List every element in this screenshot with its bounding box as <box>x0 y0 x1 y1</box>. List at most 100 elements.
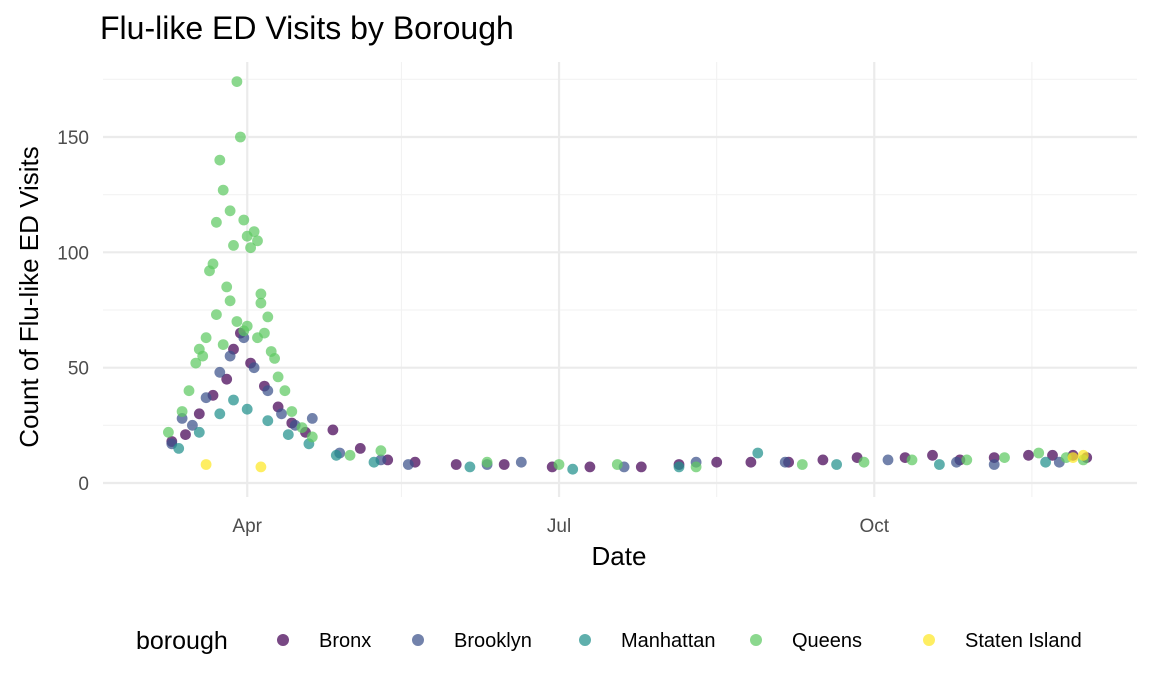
data-point <box>286 406 298 417</box>
data-point <box>252 332 263 344</box>
data-point <box>402 459 414 470</box>
data-point <box>327 424 339 436</box>
legend-label: Brooklyn <box>454 630 532 652</box>
legend-item-brooklyn: Brooklyn <box>412 630 532 652</box>
data-point <box>817 454 829 466</box>
data-point <box>1023 449 1034 461</box>
data-point <box>173 443 185 454</box>
data-point <box>228 240 239 251</box>
data-point <box>368 456 380 468</box>
y-tick-label: 150 <box>57 128 89 149</box>
data-point <box>245 242 256 254</box>
data-point <box>296 422 308 433</box>
data-point <box>231 76 243 87</box>
data-point <box>238 325 250 337</box>
data-point <box>375 445 387 457</box>
x-tick-label: Jul <box>547 516 571 537</box>
data-point <box>262 415 274 427</box>
x-tick-label: Apr <box>232 516 262 537</box>
data-point <box>255 461 267 473</box>
data-point <box>255 297 267 309</box>
data-point <box>498 459 510 470</box>
data-point <box>255 288 267 300</box>
data-point <box>515 456 527 468</box>
legend-title: borough <box>136 627 228 655</box>
data-point <box>752 447 764 459</box>
legend-item-queens: Queens <box>750 630 862 652</box>
data-point <box>711 456 723 468</box>
data-point <box>235 131 246 143</box>
data-point <box>248 362 260 374</box>
legend-key <box>923 634 935 646</box>
data-point <box>228 394 239 406</box>
data-point <box>567 463 579 475</box>
data-point <box>214 408 226 420</box>
data-point <box>272 371 284 383</box>
data-point <box>1077 449 1089 461</box>
data-point <box>221 373 233 385</box>
data-point <box>927 449 938 461</box>
data-point <box>190 357 202 369</box>
data-point <box>238 214 250 226</box>
data-point <box>1067 452 1079 463</box>
data-point <box>262 311 274 323</box>
legend-item-manhattan: Manhattan <box>579 630 716 652</box>
data-point <box>831 459 842 470</box>
data-point <box>306 431 318 443</box>
data-point <box>183 385 195 397</box>
y-axis-title: Count of Flu-like ED Visits <box>14 146 44 448</box>
data-point <box>745 456 757 468</box>
y-axis-ticks: 0 50 100 150 <box>57 128 89 495</box>
data-point <box>481 456 493 468</box>
y-tick-label: 100 <box>57 243 89 264</box>
data-point <box>354 443 366 454</box>
data-point <box>224 205 236 217</box>
data-point <box>1033 447 1045 459</box>
data-point <box>306 413 318 424</box>
data-point <box>214 154 226 166</box>
data-point <box>690 461 702 473</box>
series-staten-island <box>200 449 1089 473</box>
data-point <box>214 366 226 378</box>
data-point <box>224 295 236 307</box>
data-point <box>207 258 219 270</box>
data-point <box>200 332 212 344</box>
data-point <box>197 350 209 362</box>
legend-item-staten-island: Staten Island <box>923 630 1082 652</box>
legend-label: Manhattan <box>621 630 716 652</box>
data-point <box>211 309 222 320</box>
data-point <box>906 454 918 466</box>
data-point <box>262 385 274 397</box>
data-point <box>221 281 233 293</box>
series-bronx <box>166 327 1093 473</box>
data-point <box>193 408 205 420</box>
data-points <box>163 76 1093 475</box>
data-point <box>252 235 263 247</box>
data-point <box>464 461 476 473</box>
data-point <box>163 426 174 438</box>
legend-key <box>277 634 289 646</box>
data-point <box>882 454 894 466</box>
data-point <box>276 408 287 420</box>
legend-label: Bronx <box>319 630 371 652</box>
legend-label: Queens <box>792 630 862 652</box>
data-point <box>951 456 962 468</box>
data-point <box>211 216 222 228</box>
data-point <box>176 406 188 417</box>
data-point <box>858 456 870 468</box>
data-point <box>1040 456 1051 468</box>
data-point <box>673 461 685 473</box>
series-manhattan <box>173 394 1051 475</box>
data-point <box>279 385 291 397</box>
data-point <box>193 426 205 438</box>
data-point <box>553 459 565 470</box>
legend-item-bronx: Bronx <box>277 630 371 652</box>
data-point <box>779 456 791 468</box>
y-tick-label: 0 <box>78 474 89 495</box>
data-point <box>180 429 191 440</box>
y-tick-label: 50 <box>68 359 89 380</box>
data-point <box>200 392 212 404</box>
data-point <box>934 459 945 470</box>
data-point <box>282 429 294 440</box>
